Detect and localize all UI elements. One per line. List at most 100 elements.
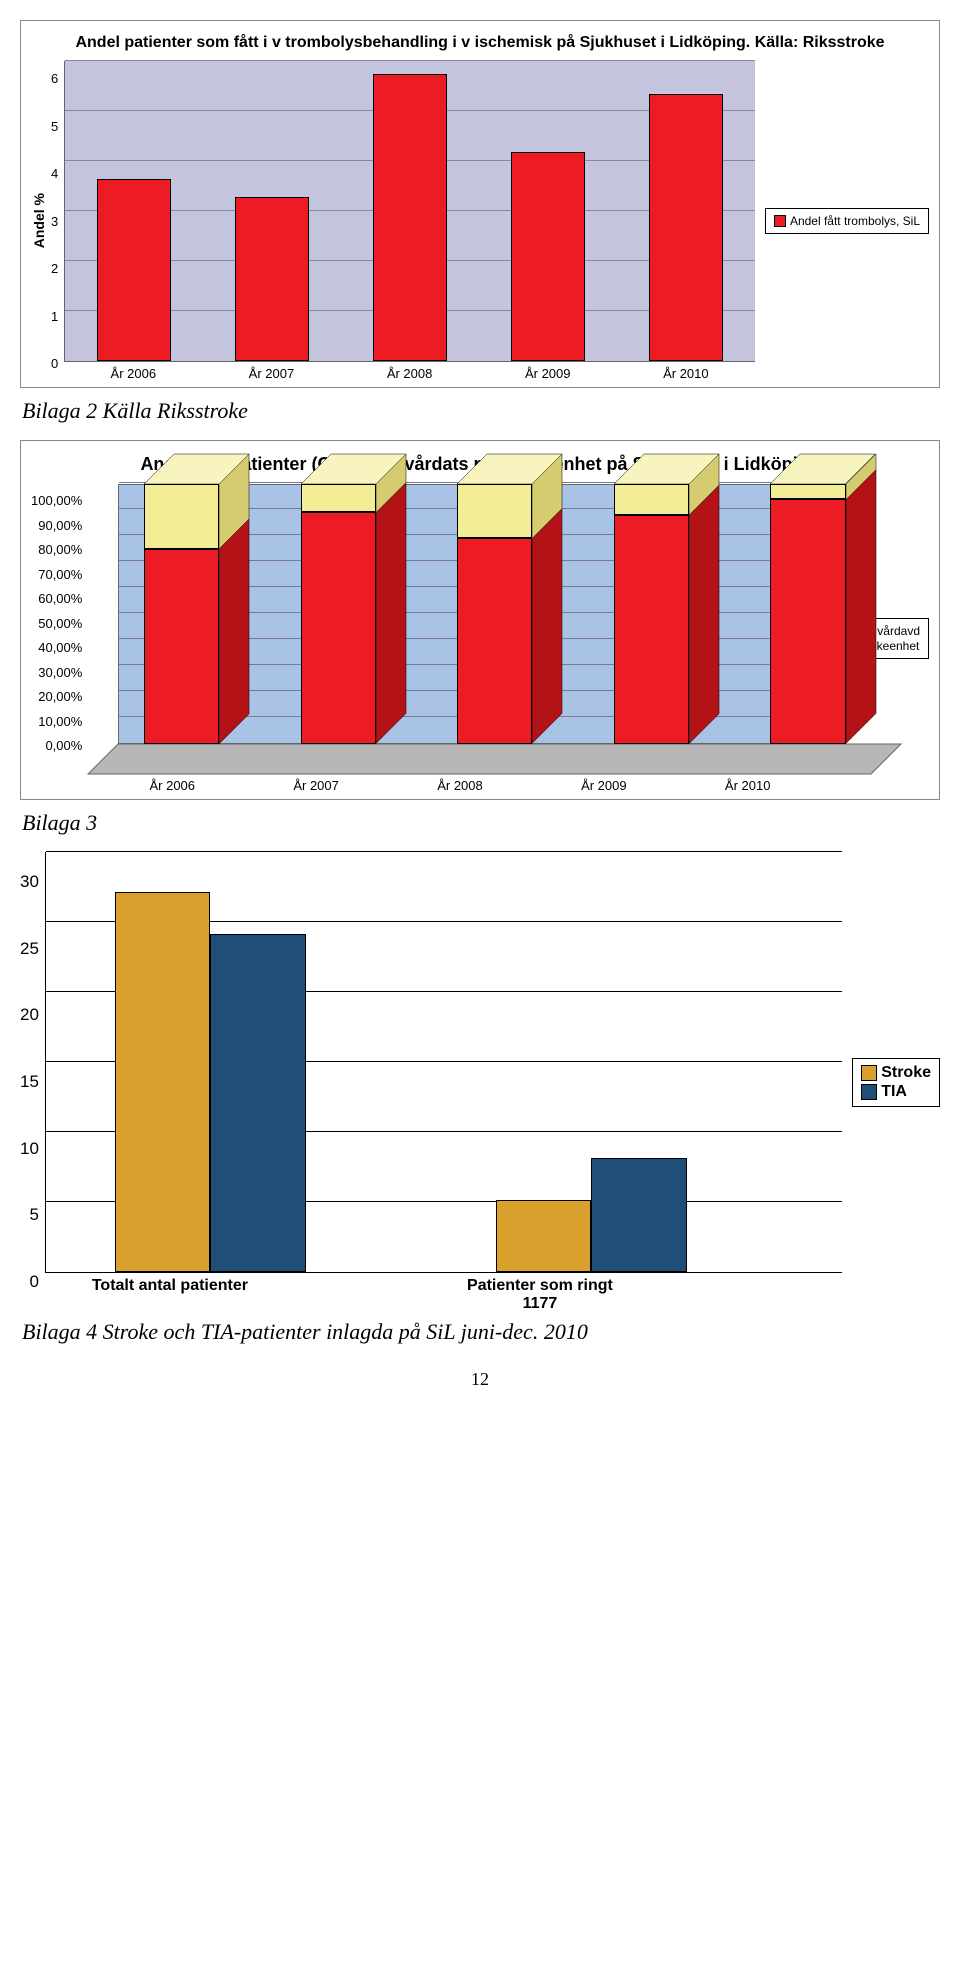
chart3-y-tick: 30 [20,872,39,892]
chart1-bar [235,197,309,362]
chart2-bar-segment [301,512,376,743]
chart1-legend-row: Andel fått trombolys, SiL [774,214,920,228]
chart3-legend-label: Stroke [881,1064,931,1082]
chart2-floor [88,744,901,774]
chart1-x-tick: År 2008 [387,366,433,381]
chart2-y-tick: 100,00% [31,493,82,508]
chart3-y-ticks: 30 25 20 15 10 5 0 [20,872,45,1292]
chart3-plot [45,852,842,1273]
chart1-y-tick: 5 [51,119,58,134]
chart3-legend-swatch [861,1065,877,1081]
chart2-x-tick: År 2007 [244,778,388,793]
chart3-y-tick: 0 [29,1272,38,1292]
chart2-bar-segment [457,484,532,539]
chart1-legend: Andel fått trombolys, SiL [765,208,929,234]
chart3-y-tick: 25 [20,939,39,959]
chart2-bar-top [457,454,562,484]
chart3-y-tick: 15 [20,1072,39,1092]
chart2-y-tick: 60,00% [38,591,82,606]
chart1-plot [64,61,755,362]
chart3-bar [591,1158,686,1272]
chart2-bar-segment [144,484,219,549]
chart3-legend: StrokeTIA [852,1058,940,1107]
caption-bilaga-4: Bilaga 4 Stroke och TIA-patienter inlagd… [22,1319,940,1345]
chart2-bar-side [219,519,249,744]
chart1-x-tick: År 2006 [111,366,157,381]
chart2-bar-segment [301,484,376,513]
chart1-x-tick: År 2010 [663,366,709,381]
chart2-bar-segment [457,538,532,743]
chart2-x-tick: År 2010 [676,778,820,793]
chart3-bar [115,892,210,1272]
chart3-y-tick: 5 [29,1205,38,1225]
chart1-frame: Andel patienter som fått i v trombolysbe… [20,20,940,388]
chart3-y-tick: 10 [20,1139,39,1159]
chart1-legend-label: Andel fått trombolys, SiL [790,214,920,228]
chart1-y-tick: 3 [51,214,58,229]
chart3-bar [496,1200,591,1272]
chart1-title: Andel patienter som fått i v trombolysbe… [31,33,929,53]
chart2-bar-side [846,469,876,743]
chart2-bar-side [689,485,719,744]
chart2-y-tick: 50,00% [38,616,82,631]
chart1-y-tick: 1 [51,309,58,324]
chart2-x-tick: År 2008 [388,778,532,793]
chart2-y-tick: 10,00% [38,714,82,729]
chart2-y-tick: 20,00% [38,689,82,704]
chart1-y-ticks: 6 5 4 3 2 1 0 [51,71,64,371]
chart3-gridline [46,851,842,852]
chart2-x-tick: År 2006 [100,778,244,793]
chart2-bar-segment [144,549,219,744]
chart2-y-tick: 0,00% [45,738,82,753]
chart1-y-tick: 6 [51,71,58,86]
chart3-container: 30 25 20 15 10 5 0 Totalt antal patienter Patie… [20,852,940,1313]
chart1-bar [373,74,447,361]
caption-bilaga-3: Bilaga 3 [22,810,940,836]
chart2-body: 100,00%90,00%80,00%70,00%60,00%50,00%40,… [31,484,929,793]
chart1-x-ticks: År 2006 År 2007 År 2008 År 2009 År 2010 [64,366,755,381]
chart2-bar-side [376,482,406,743]
chart3-body: 30 25 20 15 10 5 0 Totalt antal patienter Patie… [20,852,940,1313]
chart2-bar-side [532,508,562,743]
chart2-bar-top [301,454,406,484]
chart1-bar [511,152,585,362]
chart3-bar-group [115,892,306,1272]
chart2-bar-segment [614,515,689,744]
page-number: 12 [20,1369,940,1390]
chart1-x-tick: År 2009 [525,366,571,381]
chart3-legend-row: TIA [861,1083,931,1101]
chart2-bar-top [614,454,719,484]
chart1-y-tick: 0 [51,356,58,371]
chart2-y-tick: 30,00% [38,665,82,680]
chart3-x-tick: Patienter som ringt 1177 [455,1277,625,1313]
chart2-y-tick: 70,00% [38,567,82,582]
chart1-y-tick: 2 [51,261,58,276]
chart2-y-tick: 40,00% [38,640,82,655]
chart2-frame: Andel TIA-patienter (G45) som vårdats på… [20,440,940,800]
chart2-plot [88,484,819,774]
chart2-y-tick: 90,00% [38,518,82,533]
chart1-bar [649,94,723,361]
caption-bilaga-2: Bilaga 2 Källa Riksstroke [22,398,940,424]
chart2-bar-segment [770,499,845,743]
chart2-bar-segment [614,484,689,515]
chart2-bar-top [144,454,249,484]
chart3-x-tick: Totalt antal patienter [85,1277,255,1313]
chart1-legend-swatch [774,215,786,227]
chart2-bar-top [770,454,875,484]
chart3-bar-group [496,1158,687,1272]
chart2-bar-segment [770,484,845,500]
chart1-body: Andel % 6543210 År 2006År 2007År 2008År … [31,61,929,381]
chart2-x-ticks: År 2006År 2007År 2008År 2009År 2010 [88,778,819,793]
chart3-bar [210,934,305,1272]
chart1-y-tick: 4 [51,166,58,181]
chart3-x-ticks: Totalt antal patienter Patienter som ring… [45,1277,842,1313]
chart1-bar [97,179,171,361]
chart1-y-label: Andel % [31,193,47,248]
chart1-x-tick: År 2007 [249,366,295,381]
chart3-legend-label: TIA [881,1083,907,1101]
chart3-legend-row: Stroke [861,1064,931,1082]
chart2-x-tick: År 2009 [532,778,676,793]
chart3-legend-swatch [861,1084,877,1100]
chart3-y-tick: 20 [20,1005,39,1025]
